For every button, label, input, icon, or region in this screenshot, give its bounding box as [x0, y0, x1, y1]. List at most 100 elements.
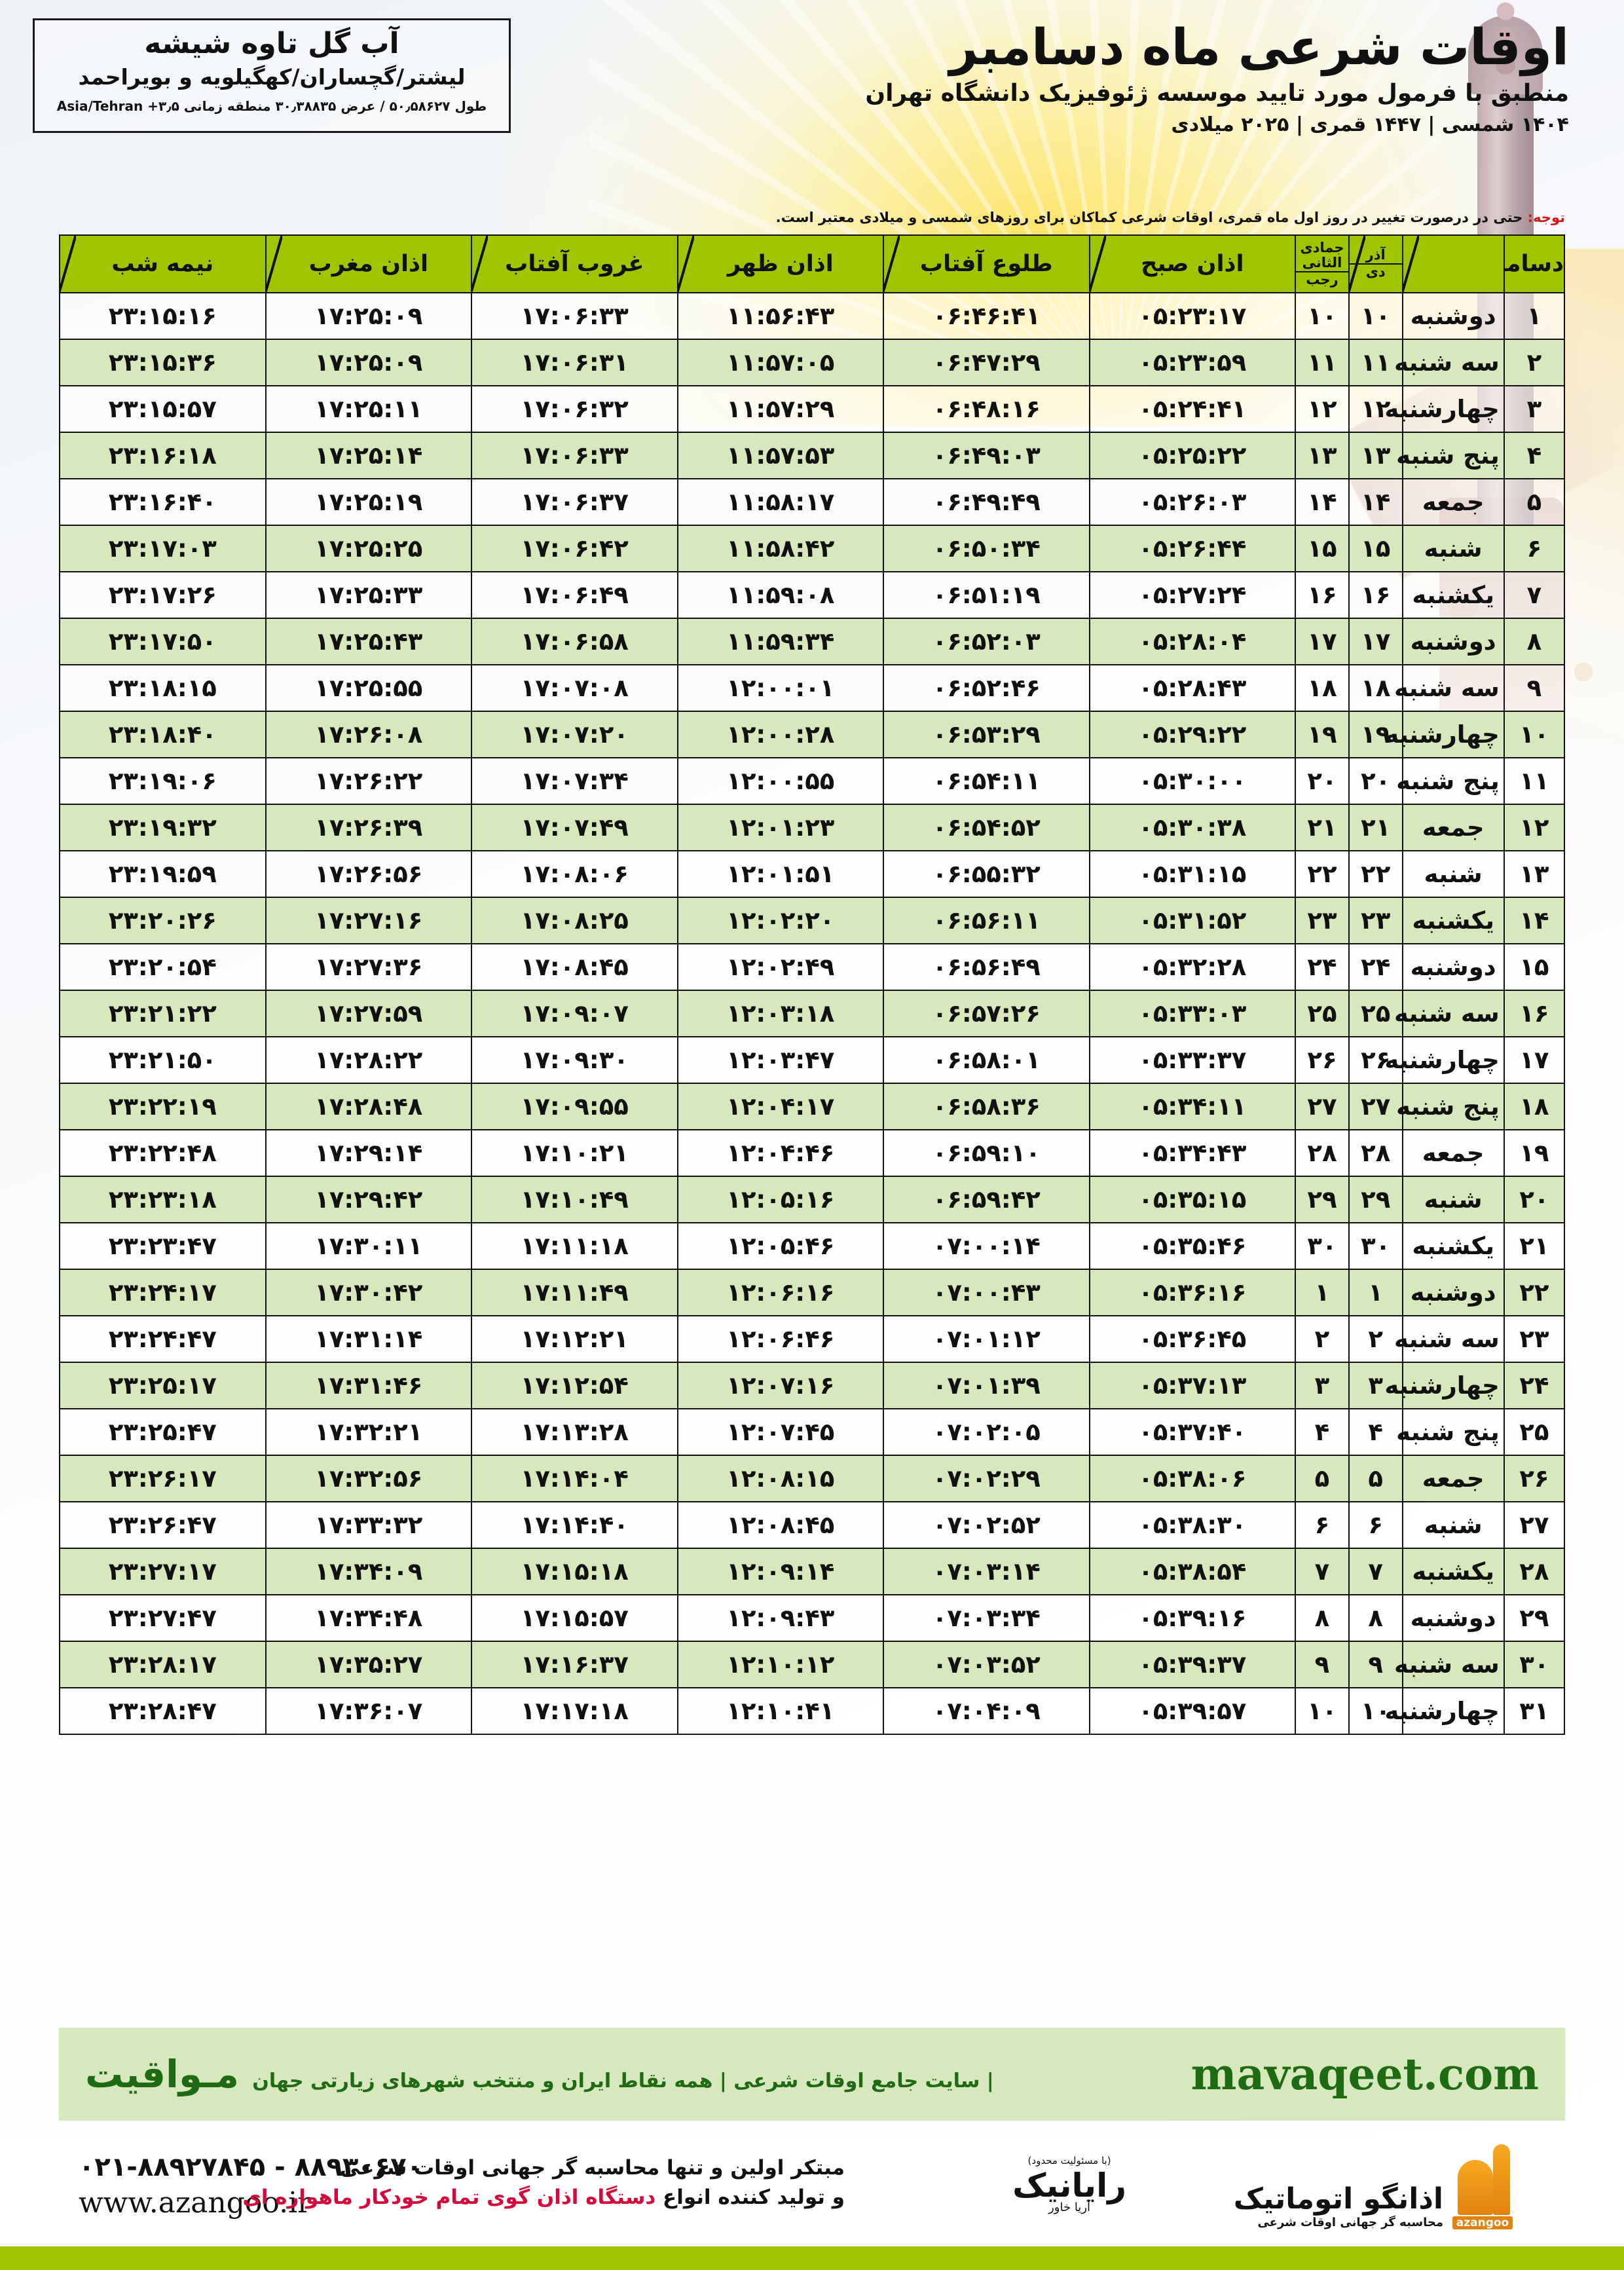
- cell-fajr: ۰۵:۳۹:۱۶: [1088, 1594, 1297, 1642]
- cell-gregorian-day: ۱۳: [1503, 850, 1566, 898]
- cell-fajr: ۰۵:۳۳:۳۷: [1088, 1036, 1297, 1084]
- cell-hijri-day: ۳۰: [1295, 1222, 1350, 1270]
- cell-sunset: ۱۷:۱۴:۴۰: [471, 1501, 678, 1549]
- cell-sunrise: ۰۷:۰۲:۲۹: [883, 1455, 1090, 1502]
- cell-hijri-day: ۲۶: [1295, 1036, 1350, 1084]
- mosque-dome-icon: azangoo: [1452, 2144, 1513, 2229]
- cell-dhuhr: ۱۲:۰۸:۱۵: [676, 1455, 885, 1502]
- cell-hijri-day: ۱۰: [1295, 292, 1350, 340]
- cell-dhuhr: ۱۲:۰۲:۴۹: [676, 943, 885, 991]
- col-header-maghrib: اذان مغرب: [265, 234, 473, 294]
- cell-sunrise: ۰۶:۵۴:۵۲: [883, 804, 1090, 851]
- cell-sunset: ۱۷:۰۷:۰۸: [471, 664, 678, 712]
- website-url[interactable]: www.azangoo.ir: [79, 2186, 312, 2220]
- cell-sunrise: ۰۷:۰۱:۱۲: [883, 1315, 1090, 1363]
- cell-gregorian-day: ۲۳: [1503, 1315, 1566, 1363]
- cell-fajr: ۰۵:۲۸:۰۴: [1088, 618, 1297, 665]
- cell-midnight: ۲۳:۱۹:۰۶: [59, 757, 267, 805]
- azangoo-name: اذانگو اتوماتیک: [1233, 2182, 1444, 2216]
- col-header-jalali-month: آذر: [1349, 248, 1402, 265]
- prayer-times-table-wrapper: دسامبر آذر دی جمادی الثانی رجب اذان صبح …: [59, 234, 1566, 1735]
- col-header-jalali-month2: دی: [1365, 264, 1386, 280]
- location-name: آب گل تاوه شیشه: [144, 27, 399, 60]
- cell-sunrise: ۰۶:۵۸:۳۶: [883, 1083, 1090, 1130]
- cell-dhuhr: ۱۱:۵۸:۴۲: [676, 525, 885, 572]
- cell-sunrise: ۰۷:۰۳:۳۴: [883, 1594, 1090, 1642]
- cell-dhuhr: ۱۲:۱۰:۱۲: [676, 1641, 885, 1688]
- page-header: اوقات شرعی ماه دسامبر منطبق با فرمول مور…: [547, 22, 1570, 137]
- cell-maghrib: ۱۷:۳۴:۰۹: [265, 1548, 473, 1595]
- cell-sunrise: ۰۶:۵۴:۱۱: [883, 757, 1090, 805]
- cell-sunset: ۱۷:۰۶:۳۲: [471, 385, 678, 433]
- cell-weekday: شنبه: [1401, 850, 1505, 898]
- cell-sunset: ۱۷:۰۸:۰۶: [471, 850, 678, 898]
- cell-sunrise: ۰۶:۴۸:۱۶: [883, 385, 1090, 433]
- cell-sunrise: ۰۶:۵۵:۳۲: [883, 850, 1090, 898]
- note-label: توجه:: [1527, 210, 1565, 225]
- cell-jalali-day: ۲۵: [1348, 990, 1403, 1037]
- cell-weekday: پنج شنبه: [1396, 757, 1505, 805]
- bottom-green-bar: [0, 2246, 1624, 2270]
- cell-sunset: ۱۷:۰۷:۴۹: [471, 804, 678, 851]
- cell-sunrise: ۰۶:۵۳:۲۹: [883, 711, 1090, 758]
- cell-jalali-day: ۱: [1348, 1269, 1403, 1316]
- cell-weekday: شنبه: [1401, 1176, 1505, 1223]
- cell-dhuhr: ۱۱:۵۷:۲۹: [676, 385, 885, 433]
- cell-gregorian-day: ۸: [1503, 618, 1566, 665]
- cell-sunrise: ۰۶:۵۸:۰۱: [883, 1036, 1090, 1084]
- table-row: ۳۰ سه شنبه ۹ ۹ ۰۵:۳۹:۳۷ ۰۷:۰۳:۵۲ ۱۲:۱۰:۱۲ ۱۷:۱۶…: [59, 1641, 1566, 1688]
- table-row: ۱۰ چهارشنبه ۱۹ ۱۹ ۰۵:۲۹:۲۲ ۰۶:۵۳:۲۹ ۱۲:۰۰:۲۸ ۱۷…: [59, 711, 1566, 758]
- cell-fajr: ۰۵:۳۸:۳۰: [1088, 1501, 1297, 1549]
- table-row: ۲۱ یکشنبه ۳۰ ۳۰ ۰۵:۳۵:۴۶ ۰۷:۰۰:۱۴ ۱۲:۰۵:۴۶ ۱۷:۱…: [59, 1222, 1566, 1270]
- cell-dhuhr: ۱۲:۰۳:۱۸: [676, 990, 885, 1037]
- cell-midnight: ۲۳:۲۸:۱۷: [59, 1641, 267, 1688]
- cell-fajr: ۰۵:۲۴:۴۱: [1088, 385, 1297, 433]
- rayaneek-name: رایانیک: [1012, 2167, 1128, 2205]
- cell-sunset: ۱۷:۱۷:۱۸: [471, 1687, 678, 1735]
- cell-gregorian-day: ۶: [1503, 525, 1566, 572]
- cell-sunset: ۱۷:۰۹:۳۰: [471, 1036, 678, 1084]
- cell-sunrise: ۰۶:۵۲:۴۶: [883, 664, 1090, 712]
- cell-fajr: ۰۵:۲۶:۰۳: [1088, 478, 1297, 526]
- cell-gregorian-day: ۱۷: [1503, 1036, 1566, 1084]
- table-row: ۲۵ پنج شنبه ۴ ۴ ۰۵:۳۷:۴۰ ۰۷:۰۲:۰۵ ۱۲:۰۷:۴۵ ۱۷:۱…: [59, 1408, 1566, 1456]
- cell-maghrib: ۱۷:۲۵:۵۵: [265, 664, 473, 712]
- cell-sunset: ۱۷:۰۹:۵۵: [471, 1083, 678, 1130]
- bottom-footer: ۰۲۱-۸۸۹۲۷۸۴۵ - ۸۸۹۳۰۶۷۰ www.azangoo.ir م…: [0, 2135, 1624, 2246]
- cell-midnight: ۲۳:۲۱:۲۲: [59, 990, 267, 1037]
- cell-fajr: ۰۵:۳۰:۳۸: [1088, 804, 1297, 851]
- cell-dhuhr: ۱۲:۰۶:۴۶: [676, 1315, 885, 1363]
- cell-sunrise: ۰۷:۰۳:۱۴: [883, 1548, 1090, 1595]
- azangoo-logo: azangoo اذانگو اتوماتیک محاسبه گر جهانی …: [1233, 2144, 1513, 2229]
- promo-line-2-plain: و تولید کننده انواع: [655, 2185, 845, 2209]
- cell-weekday: یکشنبه: [1401, 897, 1505, 944]
- mavaqeet-domain[interactable]: mavaqeet.com: [1190, 2049, 1539, 2100]
- cell-weekday: دوشنبه: [1401, 943, 1505, 991]
- col-header-midnight: نیمه شب: [59, 234, 267, 294]
- cell-midnight: ۲۳:۲۱:۵۰: [59, 1036, 267, 1084]
- rayaneek-logo: (با مسئولیت محدود) رایانیک آریا خاور: [1012, 2155, 1128, 2214]
- cell-midnight: ۲۳:۲۷:۴۷: [59, 1594, 267, 1642]
- cell-dhuhr: ۱۱:۵۶:۴۳: [676, 292, 885, 340]
- cell-midnight: ۲۳:۱۶:۱۸: [59, 432, 267, 479]
- col-header-gregorian: دسامبر: [1483, 234, 1566, 293]
- cell-gregorian-day: ۲۴: [1503, 1362, 1566, 1409]
- cell-weekday: دوشنبه: [1401, 292, 1505, 340]
- cell-sunrise: ۰۶:۵۰:۳۴: [883, 525, 1090, 572]
- cell-fajr: ۰۵:۳۳:۰۳: [1088, 990, 1297, 1037]
- cell-weekday: سه شنبه: [1394, 1641, 1505, 1688]
- table-row: ۲۳ سه شنبه ۲ ۲ ۰۵:۳۶:۴۵ ۰۷:۰۱:۱۲ ۱۲:۰۶:۴۶ ۱۷:۱۲…: [59, 1315, 1566, 1363]
- mavaqeet-tagline: | سایت جامع اوقات شرعی | همه نقاط ایران …: [252, 2070, 994, 2093]
- cell-weekday: چهارشنبه: [1384, 1036, 1505, 1084]
- cell-weekday: چهارشنبه: [1384, 1362, 1505, 1409]
- cell-midnight: ۲۳:۱۵:۱۶: [59, 292, 267, 340]
- cell-sunset: ۱۷:۰۶:۴۲: [471, 525, 678, 572]
- table-row: ۲۲ دوشنبه ۱ ۱ ۰۵:۳۶:۱۶ ۰۷:۰۰:۴۳ ۱۲:۰۶:۱۶ ۱۷:۱۱:…: [59, 1269, 1566, 1316]
- cell-jalali-day: ۳: [1348, 1362, 1403, 1409]
- cell-weekday: دوشنبه: [1401, 1269, 1505, 1316]
- col-header-sunrise: طلوع آفتاب: [883, 234, 1090, 294]
- cell-gregorian-day: ۲۱: [1503, 1222, 1566, 1270]
- table-row: ۱۳ شنبه ۲۲ ۲۲ ۰۵:۳۱:۱۵ ۰۶:۵۵:۳۲ ۱۲:۰۱:۵۱ ۱۷:۰۸:…: [59, 850, 1566, 898]
- cell-hijri-day: ۹: [1295, 1641, 1350, 1688]
- col-header-jalali: آذر دی: [1348, 234, 1403, 294]
